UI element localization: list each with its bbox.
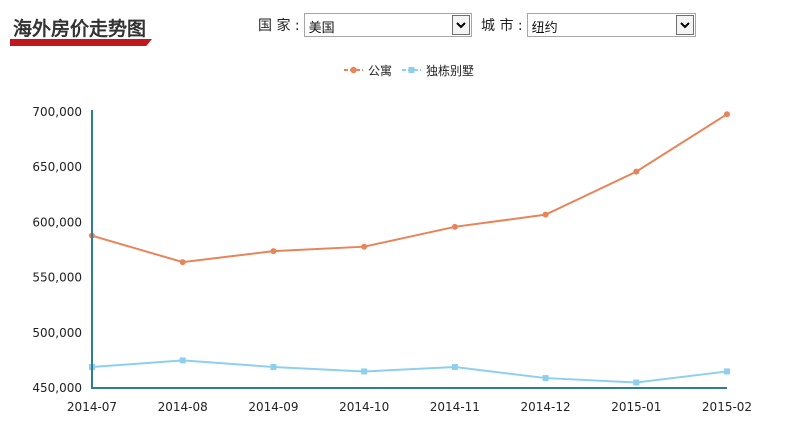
chevron-down-icon[interactable] [451,15,470,35]
x-tick-label: 2014-08 [158,400,208,414]
data-point-apartment[interactable] [270,248,277,255]
x-axis-ticks: 2014-07 2014-08 2014-09 2014-10 2014-11 2014-… [67,400,752,414]
x-tick-label: 2014-07 [67,400,117,414]
chevron-down-icon[interactable] [675,15,694,35]
legend-item-apartment[interactable]: 公寓 [344,63,392,78]
data-point-apartment[interactable] [633,168,640,175]
data-point-apartment[interactable] [179,259,186,266]
y-tick-label: 500,000 [32,326,82,340]
country-select[interactable]: 美国 [303,13,472,37]
x-tick-label: 2014-12 [521,400,571,414]
y-tick-label: 650,000 [32,160,82,174]
country-filter: 国 家 : 美国 [258,12,472,38]
y-axis-ticks: 700,000 650,000 600,000 550,000 500,000 450,0… [32,105,82,395]
data-point-apartment[interactable] [451,223,458,230]
legend-item-villa[interactable]: 独栋别墅 [402,63,474,78]
data-point-villa[interactable] [270,364,277,371]
y-tick-label: 600,000 [32,215,82,229]
data-point-apartment[interactable] [361,243,368,250]
page-title-block: 海外房价走势图 [10,10,158,46]
legend-apartment-marker [350,66,357,74]
legend: 公寓 独栋别墅 [344,63,474,78]
data-point-villa[interactable] [179,357,186,364]
country-label: 国 家 : [258,18,300,34]
page-title: 海外房价走势图 [13,18,147,40]
data-point-villa[interactable] [542,375,549,382]
x-tick-label: 2015-02 [702,400,752,414]
legend-villa-marker [408,67,415,73]
x-tick-label: 2015-01 [611,400,661,414]
city-select-value: 纽约 [531,21,558,36]
y-tick-label: 450,000 [32,381,82,395]
y-tick-label: 550,000 [32,271,82,285]
y-tick-label: 700,000 [32,105,82,119]
data-point-villa[interactable] [633,379,640,386]
series-line-villa [91,359,728,384]
legend-villa-label: 独栋别墅 [426,63,474,78]
series-layer [89,111,730,386]
data-point-apartment[interactable] [542,211,549,218]
data-point-villa[interactable] [361,368,368,375]
city-label: 城 市 : [481,18,523,34]
x-tick-label: 2014-10 [339,400,389,414]
x-tick-label: 2014-11 [430,400,480,414]
data-point-villa[interactable] [724,368,730,375]
city-select[interactable]: 纽约 [526,13,696,37]
country-select-value: 美国 [308,21,335,36]
title-underline-bar [10,39,152,46]
x-tick-label: 2014-09 [248,400,298,414]
legend-apartment-label: 公寓 [368,63,392,78]
series-line-apartment [91,113,728,264]
data-point-apartment[interactable] [724,111,730,118]
city-filter: 城 市 : 纽约 [481,12,696,38]
data-point-villa[interactable] [451,364,458,371]
